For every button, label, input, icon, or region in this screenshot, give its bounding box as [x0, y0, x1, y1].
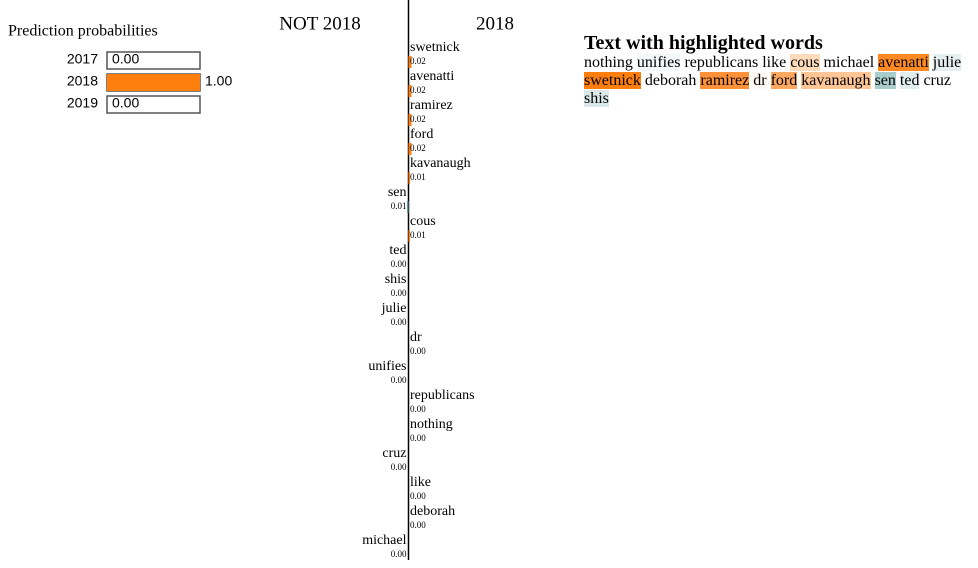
prob-value: 0.00: [112, 95, 139, 111]
feature-name: ted: [389, 243, 406, 258]
feature-value: 0.02: [410, 143, 426, 153]
feature-value: 0.02: [410, 114, 426, 124]
class-positive: 2018: [476, 13, 514, 34]
word: swetnick: [584, 72, 641, 89]
feature-name: shis: [385, 272, 407, 287]
word: michael: [823, 54, 875, 71]
feature-bar: [407, 201, 409, 213]
prob-box: [106, 95, 201, 114]
feature-bar: [408, 56, 412, 68]
word: cous: [790, 54, 820, 71]
feature-name: dr: [410, 330, 422, 345]
feature-value: 0.00: [391, 288, 407, 298]
feature-name: ford: [410, 127, 433, 142]
word: unifies: [636, 54, 681, 71]
word: nothing: [584, 54, 633, 71]
feature-name: cous: [410, 214, 436, 229]
word: ted: [899, 72, 920, 89]
feature-value: 0.00: [410, 346, 426, 356]
feature-value: 0.02: [410, 85, 426, 95]
word: deborah: [644, 72, 697, 89]
word: kavanaugh: [801, 72, 871, 89]
feature-bar: [408, 230, 410, 242]
feature-value: 0.00: [391, 375, 407, 385]
feature-name: julie: [381, 301, 407, 316]
feature-name: nothing: [410, 417, 453, 432]
feature-bar: [408, 85, 412, 97]
word: sen: [874, 72, 896, 89]
prob-label: 2017: [67, 51, 98, 67]
feature-value: 0.00: [410, 433, 426, 443]
feature-name: republicans: [410, 388, 475, 403]
feature-value: 0.00: [391, 549, 407, 559]
word: cruz: [923, 72, 951, 89]
feature-value: 0.02: [410, 56, 426, 66]
feature-bar: [408, 143, 412, 155]
feature-name: sen: [388, 185, 407, 200]
word: like: [762, 54, 787, 71]
prob-label: 2019: [67, 95, 98, 111]
prob-value: 1.00: [205, 73, 232, 89]
feature-value: 0.01: [410, 230, 426, 240]
feature-name: michael: [362, 533, 406, 548]
word: republicans: [684, 54, 759, 71]
prob-label: 2018: [67, 73, 98, 89]
highlighted-text: Text with highlighted words nothing unif…: [584, 32, 964, 108]
word: ramirez: [700, 72, 750, 89]
feature-name: kavanaugh: [410, 156, 471, 171]
class-negative: NOT 2018: [279, 13, 360, 34]
feature-value: 0.00: [391, 259, 407, 269]
word: julie: [932, 54, 962, 71]
text-title: Text with highlighted words: [584, 32, 823, 54]
word: shis: [584, 90, 609, 107]
feature-name: swetnick: [410, 40, 460, 55]
feature-value: 0.00: [391, 317, 407, 327]
word: avenatti: [878, 54, 929, 71]
word: dr: [753, 72, 767, 89]
feature-name: cruz: [382, 446, 406, 461]
feature-name: unifies: [368, 359, 406, 374]
feature-value: 0.01: [410, 172, 426, 182]
feature-value: 0.01: [391, 201, 407, 211]
prob-bar: [107, 74, 200, 91]
feature-name: deborah: [410, 504, 455, 519]
prob-title: Prediction probabilities: [8, 23, 158, 40]
feature-value: 0.00: [410, 520, 426, 530]
feature-name: ramirez: [410, 98, 453, 113]
words: nothing unifies republicans like cous mi…: [584, 54, 964, 108]
prob-value: 0.00: [112, 51, 139, 67]
feature-value: 0.00: [410, 404, 426, 414]
feature-bar: [408, 172, 410, 184]
prob-box: [106, 51, 201, 70]
feature-name: avenatti: [410, 69, 454, 84]
feature-value: 0.00: [391, 462, 407, 472]
feature-value: 0.00: [410, 491, 426, 501]
feature-bar: [408, 114, 412, 126]
feature-name: like: [410, 475, 431, 490]
word: ford: [770, 72, 798, 89]
